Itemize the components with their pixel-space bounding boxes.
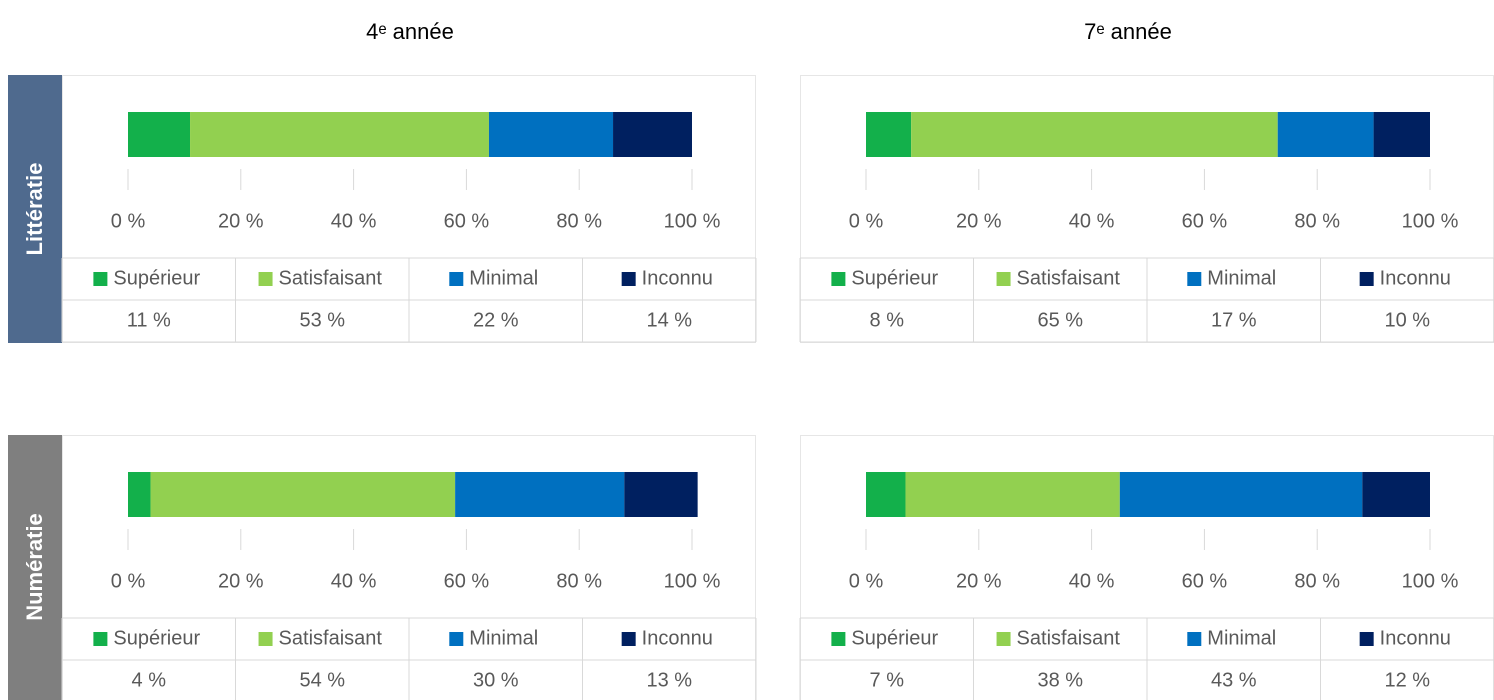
bar-segment	[866, 112, 912, 157]
data-label: 4 %	[132, 669, 167, 691]
row-label-box	[8, 435, 62, 700]
data-label: 8 %	[870, 309, 905, 331]
chart-panel	[62, 435, 756, 700]
legend-label: Minimal	[469, 267, 538, 289]
bar-segment	[1277, 112, 1374, 157]
legend-key	[1359, 272, 1374, 286]
legend-label: Supérieur	[851, 627, 938, 649]
data-label: 14 %	[646, 309, 692, 331]
x-tick-label: 60 %	[444, 210, 490, 232]
legend-key	[258, 272, 273, 286]
bar-segment	[190, 112, 489, 157]
bar-segment	[455, 472, 625, 517]
legend-key	[996, 632, 1011, 646]
bar-segment	[911, 112, 1278, 157]
data-label: 54 %	[299, 669, 345, 691]
x-tick-label: 40 %	[1069, 210, 1115, 232]
x-tick-label: 40 %	[331, 210, 377, 232]
legend-label: Minimal	[469, 627, 538, 649]
data-label: 10 %	[1384, 309, 1430, 331]
legend-label: Satisfaisant	[279, 267, 383, 289]
legend-key	[621, 632, 636, 646]
bar-segment	[1373, 112, 1430, 157]
x-tick-label: 100 %	[1402, 210, 1459, 232]
legend-label: Inconnu	[1380, 267, 1451, 289]
row-label: Numératie	[22, 513, 47, 621]
legend-label: Satisfaisant	[1017, 267, 1121, 289]
legend-label: Supérieur	[851, 267, 938, 289]
legend-label: Minimal	[1207, 627, 1276, 649]
bar-segment	[624, 472, 698, 517]
legend-label: Satisfaisant	[1017, 627, 1121, 649]
x-tick-label: 20 %	[956, 210, 1002, 232]
x-tick-label: 60 %	[1182, 570, 1228, 592]
data-label: 13 %	[646, 669, 692, 691]
x-tick-label: 80 %	[556, 570, 602, 592]
x-tick-label: 20 %	[956, 570, 1002, 592]
legend-key	[831, 632, 846, 646]
x-tick-label: 0 %	[111, 210, 146, 232]
bar-segment	[150, 472, 456, 517]
x-tick-label: 100 %	[1402, 570, 1459, 592]
legend-key	[1359, 632, 1374, 646]
row-label: Littératie	[22, 163, 47, 256]
x-tick-label: 60 %	[1182, 210, 1228, 232]
data-label: 12 %	[1384, 669, 1430, 691]
x-tick-label: 80 %	[1294, 210, 1340, 232]
column-header: 7ᵉ année	[1084, 19, 1172, 44]
x-tick-label: 80 %	[556, 210, 602, 232]
legend-label: Supérieur	[113, 267, 200, 289]
x-tick-label: 40 %	[331, 570, 377, 592]
legend-key	[93, 272, 108, 286]
bar-segment	[1119, 472, 1363, 517]
x-tick-label: 20 %	[218, 570, 264, 592]
legend-label: Satisfaisant	[279, 627, 383, 649]
legend-label: Inconnu	[642, 267, 713, 289]
x-tick-label: 0 %	[849, 570, 884, 592]
legend-label: Supérieur	[113, 627, 200, 649]
column-header: 4ᵉ année	[366, 19, 454, 44]
x-tick-label: 0 %	[111, 570, 146, 592]
data-label: 43 %	[1211, 669, 1257, 691]
data-label: 53 %	[299, 309, 345, 331]
legend-key	[1187, 272, 1202, 286]
x-tick-label: 20 %	[218, 210, 264, 232]
legend-key	[831, 272, 846, 286]
legend-key	[93, 632, 108, 646]
data-label: 11 %	[127, 309, 171, 331]
legend-key	[258, 632, 273, 646]
legend-key	[621, 272, 636, 286]
x-tick-label: 80 %	[1294, 570, 1340, 592]
x-tick-label: 100 %	[664, 210, 721, 232]
data-label: 22 %	[473, 309, 519, 331]
legend-label: Inconnu	[642, 627, 713, 649]
x-tick-label: 60 %	[444, 570, 490, 592]
bar-segment	[905, 472, 1120, 517]
x-tick-label: 0 %	[849, 210, 884, 232]
legend-key	[996, 272, 1011, 286]
data-label: 30 %	[473, 669, 519, 691]
legend-key	[449, 272, 464, 286]
bar-segment	[128, 472, 151, 517]
x-tick-label: 40 %	[1069, 570, 1115, 592]
bar-segment	[866, 472, 906, 517]
data-label: 38 %	[1037, 669, 1083, 691]
bar-segment	[488, 112, 614, 157]
legend-label: Inconnu	[1380, 627, 1451, 649]
data-label: 7 %	[870, 669, 905, 691]
x-tick-label: 100 %	[664, 570, 721, 592]
data-label: 17 %	[1211, 309, 1257, 331]
legend-key	[1187, 632, 1202, 646]
legend-label: Minimal	[1207, 267, 1276, 289]
row-label-box	[8, 75, 62, 343]
legend-key	[449, 632, 464, 646]
bar-segment	[128, 112, 191, 157]
bar-segment	[1362, 472, 1430, 517]
bar-segment	[613, 112, 692, 157]
data-label: 65 %	[1037, 309, 1083, 331]
